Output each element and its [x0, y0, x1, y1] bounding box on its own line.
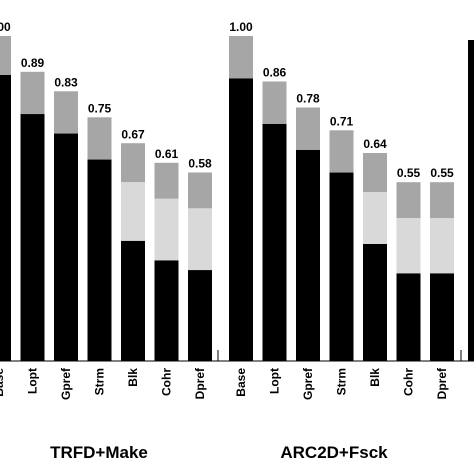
- bars: [0, 36, 454, 362]
- data-label: 0.83: [54, 75, 78, 89]
- tick-label: Dpref: [193, 367, 207, 399]
- tick-label: Gpref: [59, 367, 73, 400]
- offscreen-bar-fragment: [468, 40, 474, 361]
- bar-segment-top-lopt: [20, 71, 45, 115]
- data-label: 0.64: [363, 137, 387, 151]
- bar-segment-middle-blk: [363, 192, 387, 244]
- labels: 1.00 Base 0.89 Lopt 0.83 Gpref 0.75 Strm 0.67 Blk…: [0, 20, 454, 400]
- tick-label: Cohr: [402, 368, 416, 396]
- bar-segment-base-base: [229, 78, 253, 362]
- bar-segment-base-strm: [87, 159, 112, 361]
- bar-segment-base-blk: [363, 244, 387, 361]
- bar-segment-middle-cohr: [154, 198, 179, 261]
- bar-segment-top-cohr: [396, 182, 421, 218]
- data-label: 0.61: [155, 147, 179, 161]
- bar-segment-top-cohr: [154, 162, 179, 199]
- bar-segment-base-strm: [329, 172, 354, 361]
- tick-label: Cohr: [160, 368, 174, 396]
- data-label: 0.55: [430, 166, 454, 180]
- bar-segment-top-gpref: [54, 91, 78, 134]
- bar-segment-base-cohr: [396, 273, 421, 362]
- bar-segment-top-dpref: [188, 172, 212, 209]
- bar-segment-top-blk: [121, 143, 145, 183]
- tick-label: Blk: [368, 368, 382, 387]
- bar-segment-base-cohr: [154, 260, 179, 362]
- data-label: 1.00: [0, 20, 11, 34]
- bar-segment-top-lopt: [262, 81, 287, 124]
- bar-segment-base-blk: [121, 240, 145, 362]
- bar-segment-middle-cohr: [396, 218, 421, 274]
- bar-segment-middle-dpref: [188, 208, 212, 271]
- data-label: 0.71: [330, 114, 354, 128]
- group-title-trfd-make: TRFD+Make: [50, 443, 148, 462]
- bar-segment-base-dpref: [188, 270, 212, 361]
- bar-segment-base-gpref: [296, 149, 320, 362]
- tick-label: Blk: [126, 368, 140, 387]
- data-label: 0.75: [88, 101, 112, 115]
- bar-segment-base-lopt: [262, 123, 287, 362]
- bar-segment-middle-dpref: [430, 218, 454, 274]
- tick-label: Strm: [335, 368, 349, 395]
- data-label: 1.00: [229, 20, 253, 34]
- tick-label: Base: [234, 368, 248, 397]
- bar-segment-top-strm: [329, 130, 354, 173]
- bar-segment-middle-blk: [121, 182, 145, 241]
- bar-segment-base-dpref: [430, 273, 454, 362]
- bar-segment-base-gpref: [54, 133, 78, 361]
- bar-segment-base-lopt: [20, 114, 45, 361]
- bar-segment-top-gpref: [296, 107, 320, 150]
- bar-segment-top-base: [229, 36, 253, 79]
- bar-segment-top-strm: [87, 117, 112, 160]
- tick-label: Gpref: [301, 367, 315, 400]
- data-label: 0.86: [263, 66, 287, 80]
- tick-label: Dpref: [435, 367, 449, 399]
- data-label: 0.55: [397, 166, 421, 180]
- tick-label: Lopt: [268, 368, 282, 394]
- tick-label: Strm: [93, 368, 107, 395]
- tick-label: Lopt: [26, 368, 40, 394]
- tick-label: Base: [0, 368, 6, 397]
- data-label: 0.67: [121, 127, 145, 141]
- bar-segment-top-base: [0, 36, 11, 75]
- data-label: 0.58: [188, 157, 212, 171]
- data-label: 0.89: [21, 56, 45, 70]
- bar-segment-top-blk: [363, 153, 387, 192]
- bar-segment-top-dpref: [430, 182, 454, 218]
- data-label: 0.78: [296, 92, 320, 106]
- bar-segment-base-base: [0, 75, 11, 361]
- group-title-arc2d-fsck: ARC2D+Fsck: [280, 443, 388, 462]
